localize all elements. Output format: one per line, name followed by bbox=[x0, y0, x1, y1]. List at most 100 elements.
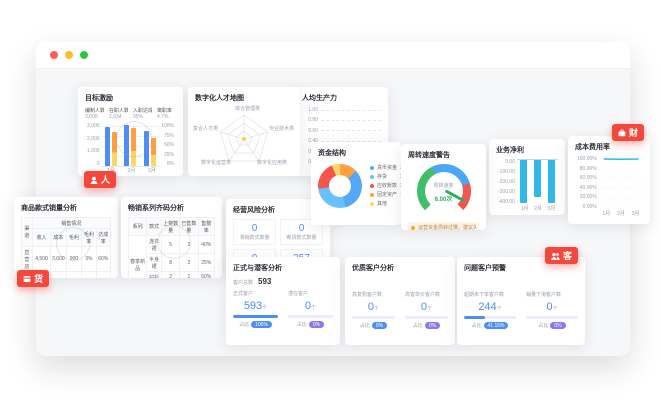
ratio-row: 占比 0% bbox=[352, 322, 395, 329]
progress-track bbox=[288, 315, 333, 318]
window-titlebar bbox=[36, 42, 630, 69]
badge-finance: 财 bbox=[612, 124, 645, 141]
watermark-stamp bbox=[157, 225, 191, 259]
legend-item: 其他6% bbox=[370, 200, 401, 207]
donut-chart bbox=[318, 163, 362, 208]
ratio-row: 占比 100% bbox=[233, 321, 278, 328]
line-plot bbox=[598, 156, 643, 210]
card-capital-structure: 资金结构 货币资金33% 存货27% 应收账款21% 固定资产13% 其他6% bbox=[311, 142, 401, 225]
card-target-incentive: 目标激励 编制人数 3,000 在职人数 2,934 入职达成 95% 离职率 4.7%… bbox=[78, 87, 183, 176]
donut-legend: 货币资金33% 存货27% 应收账款21% 固定资产13% 其他6% bbox=[370, 162, 401, 209]
card-talent-map: 数字化人才地图 综合管理类 专业技术类 数字化应用类 数字化运营类 复合人才类 bbox=[188, 87, 300, 176]
table-cell: 9,600 bbox=[50, 271, 67, 278]
stat-value: 0个 bbox=[546, 301, 558, 313]
card-title: 资金结构 bbox=[318, 150, 346, 157]
badge-label: 客 bbox=[563, 251, 573, 261]
table-cell: 3,400 bbox=[65, 271, 83, 278]
table-cell: 40% bbox=[197, 235, 216, 254]
badge-label: 人 bbox=[101, 175, 111, 185]
tick-label: 40.00% bbox=[579, 184, 597, 191]
ratio-pill: 0% bbox=[371, 322, 388, 329]
tick-label: -100.00 bbox=[498, 169, 515, 175]
tick-label: 75% bbox=[163, 132, 174, 139]
stat-value: 0个 bbox=[304, 300, 317, 312]
bar bbox=[520, 160, 528, 204]
briefcase-icon bbox=[618, 129, 626, 136]
badge-people: 人 bbox=[84, 171, 117, 188]
tick-label: 100% bbox=[161, 123, 174, 129]
y-axis: 0.00 -100.00 -200.00 -300.00 -400.00 bbox=[496, 159, 517, 205]
tile-label: 滞销款式数量 bbox=[239, 235, 270, 241]
table-cell: 60% bbox=[95, 246, 112, 272]
y-axis: 100.00% 80.00% 60.00% 40.00% 20.00% 0.00% bbox=[575, 156, 599, 210]
cost-line bbox=[598, 157, 643, 209]
window-maximize-button[interactable] bbox=[80, 51, 88, 59]
warning-dot-icon bbox=[411, 225, 415, 230]
card-series-sellout: 畅销系列齐码分析 系列 款式 上架数量 已售数量 售罄率 春季新品 连衣裙 5 2 40% 半身裙… bbox=[121, 197, 222, 278]
window-close-button[interactable] bbox=[50, 51, 58, 59]
card-title: 正式与潜客分析 bbox=[233, 265, 282, 272]
x-tick-label: 1月 bbox=[520, 206, 529, 212]
stat-value: 244个 bbox=[478, 301, 502, 313]
legend-item: 存货27% bbox=[370, 173, 401, 180]
card-title: 成本费用率 bbox=[575, 144, 610, 151]
card-cost-ratio: 成本费用率 100.00% 80.00% 60.00% 40.00% 20.00% 0.0… bbox=[568, 136, 650, 224]
tick-label: 0.00% bbox=[582, 203, 597, 210]
card-quality-customers: 优质客户分析 高复购客户数 0个 占比 0% 高客单价客户数 0个 占比 0% bbox=[345, 257, 455, 345]
table-header: 收入 bbox=[31, 228, 52, 247]
radar-axis-label: 综合管理类 bbox=[235, 106, 261, 112]
stat-value: 0个 bbox=[367, 301, 380, 313]
progress-track bbox=[352, 316, 395, 319]
x-tick-label: 3月 bbox=[147, 168, 156, 174]
table-cell: 4,500 bbox=[31, 246, 52, 272]
sellout-table: 系列 款式 上架数量 已售数量 售罄率 春季新品 连衣裙 5 2 40% 半身裙 8 2 25% 衬衫 2 1… bbox=[127, 217, 216, 278]
progress-track bbox=[233, 315, 278, 318]
stat-tile: 0 断货款式数量 bbox=[280, 219, 323, 245]
watermark-stamp bbox=[56, 227, 90, 261]
progress-fill bbox=[464, 316, 486, 319]
legend-item: 固定资产13% bbox=[370, 191, 401, 198]
table-row: 衬衫 2 1 50% bbox=[129, 271, 216, 278]
tick-label: -400.00 bbox=[498, 199, 515, 205]
ratio-row: 占比 0% bbox=[288, 321, 333, 328]
tick-label: 50% bbox=[163, 142, 174, 148]
stat-tile: 0 滞销款式数量 bbox=[233, 219, 276, 245]
legend-item: 应收账款21% bbox=[370, 182, 401, 189]
x-tick-label: 2月 bbox=[127, 168, 136, 174]
stat-column: 正式客户 593个 占比 100% bbox=[233, 290, 278, 328]
y-axis-right: 100% 75% 50% 25% 0% bbox=[159, 123, 176, 167]
tile-value: 0 bbox=[251, 223, 258, 234]
person-icon bbox=[90, 176, 98, 184]
table-cell: 1 bbox=[179, 271, 199, 278]
ratio-row: 占比 0% bbox=[405, 322, 448, 329]
table-cell: 50% bbox=[197, 271, 216, 278]
bar-plan bbox=[105, 127, 111, 166]
x-tick-label: 2月 bbox=[617, 211, 625, 217]
stat-value: 593个 bbox=[243, 300, 268, 312]
total-label: 客户总数 bbox=[233, 280, 254, 286]
window-minimize-button[interactable] bbox=[65, 51, 73, 59]
bar bbox=[533, 160, 541, 197]
card-title: 经营风险分析 bbox=[233, 207, 275, 214]
table-header: 售罄率 bbox=[197, 217, 216, 236]
badge-label: 货 bbox=[34, 274, 44, 284]
stat-column: 潜在客户 0个 占比 0% bbox=[288, 290, 333, 328]
tile-value: 0 bbox=[298, 223, 305, 234]
table-header: 渠道 bbox=[21, 217, 33, 247]
tick-label: 25% bbox=[163, 151, 174, 158]
card-title: 数字化人才地图 bbox=[195, 95, 244, 102]
total-value: 593 bbox=[258, 277, 272, 286]
x-tick-label: 3月 bbox=[547, 206, 556, 212]
table-cell: 2 bbox=[161, 271, 181, 278]
stat-item: 编制人数 3,000 bbox=[85, 108, 104, 120]
card-title: 业务净利 bbox=[496, 147, 524, 154]
card-title: 周转速度警告 bbox=[408, 152, 450, 159]
progress-track bbox=[464, 316, 516, 319]
card-title: 人均生产力 bbox=[302, 95, 337, 102]
ratio-pill: 100% bbox=[251, 321, 272, 328]
users-icon bbox=[551, 252, 560, 260]
y-axis-left: 3,000 2,000 1,000 0 bbox=[85, 123, 102, 167]
ratio-row: 占比 0% bbox=[526, 322, 578, 329]
card-customer-split: 正式与潜客分析 客户总数 593 正式客户 593个 占比 100% 潜在客户 0… bbox=[226, 257, 340, 345]
